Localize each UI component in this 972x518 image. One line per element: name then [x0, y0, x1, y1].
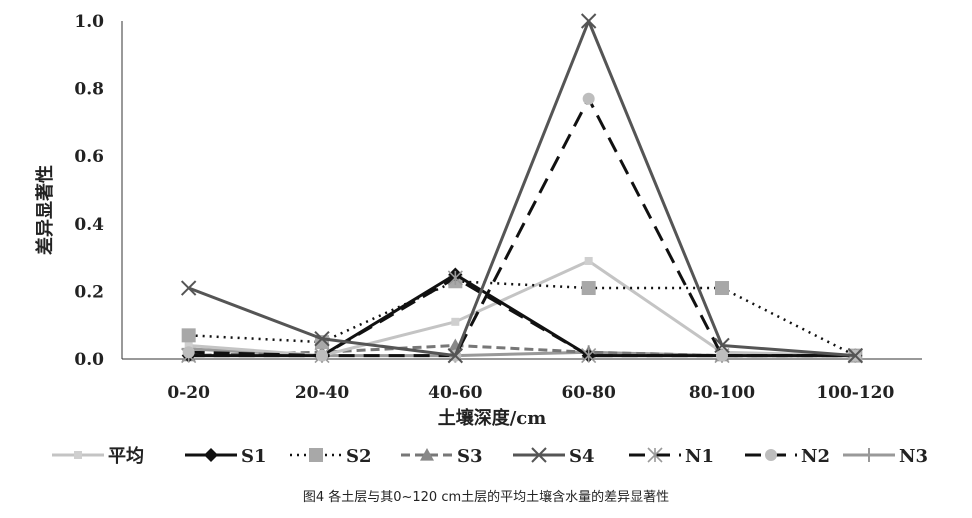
series-line: [188, 19, 856, 358]
legend-label: S2: [346, 446, 372, 467]
legend-label: N1: [685, 446, 714, 467]
legend-label: S4: [569, 446, 595, 467]
legend-item: 平均: [52, 445, 144, 467]
legend-label: S1: [241, 446, 267, 467]
data-point: [184, 341, 193, 350]
y-tick-label: 0.6: [74, 147, 104, 167]
data-point: [862, 448, 876, 462]
series-line: [188, 276, 856, 358]
data-point: [584, 256, 593, 265]
data-point-stroke: [314, 331, 330, 347]
data-point: [180, 280, 197, 296]
data-point: [74, 451, 82, 459]
legend-item: N2: [745, 446, 830, 467]
x-tick-label: 80-100: [689, 383, 755, 403]
legend-label: N2: [801, 446, 830, 467]
data-point: [647, 447, 663, 463]
figure-caption: 图4 各土层与其0~120 cm土层的平均土壤含水量的差异显著性: [302, 490, 670, 505]
data-point-stroke: [714, 337, 730, 354]
chart-axes: 0.0 0.2 0.4 0.6 0.8 1.0 0-20 20-40 40-60 60-80 80-…: [34, 12, 922, 429]
legend-label: 平均: [108, 445, 144, 467]
data-point: [580, 13, 597, 29]
series-line: [188, 259, 856, 358]
series-平均: [184, 256, 860, 360]
data-point: [181, 328, 196, 343]
data-point-stroke: [180, 280, 197, 296]
y-tick-label: 1.0: [74, 12, 104, 32]
legend-item: N1: [629, 446, 714, 467]
chart-series-layer: [180, 13, 864, 364]
y-tick-label: 0.8: [74, 80, 104, 100]
data-point: [582, 92, 595, 105]
chart-legend: 平均 S1 S2 S3 S4 N1 N2 N3: [52, 445, 928, 467]
data-point-stroke: [447, 347, 464, 364]
data-point-stroke: [847, 347, 864, 364]
series-line: [188, 97, 856, 358]
y-tick-label: 0.4: [74, 215, 104, 235]
legend-item: S4: [513, 446, 595, 467]
data-point: [715, 281, 729, 296]
data-point: [531, 447, 547, 463]
data-point: [309, 448, 323, 462]
series-S4: [180, 13, 864, 364]
x-axis-title: 土壤深度/cm: [438, 407, 547, 429]
x-tick-label: 20-40: [295, 383, 350, 403]
x-tick-label: 0-20: [167, 383, 210, 403]
legend-item: N3: [843, 446, 928, 467]
data-point: [314, 331, 330, 347]
x-tick-label: 60-80: [561, 383, 616, 403]
data-point: [204, 448, 218, 462]
y-axis-title: 差异显著性: [34, 165, 56, 255]
data-point-stroke: [580, 13, 597, 29]
data-point: [581, 281, 596, 296]
legend-item: S3: [401, 446, 483, 467]
x-tick-label: 40-60: [428, 383, 483, 403]
data-point: [765, 449, 777, 461]
data-point: [447, 270, 463, 286]
data-point: [316, 349, 328, 362]
legend-label: N3: [899, 446, 928, 467]
data-point: [581, 348, 597, 364]
y-tick-label: 0.2: [74, 282, 104, 302]
legend-label: S3: [457, 446, 483, 467]
data-point: [714, 337, 730, 354]
data-point: [716, 349, 728, 362]
legend-item: S2: [290, 446, 372, 467]
data-point: [182, 346, 195, 359]
data-point: [451, 317, 460, 326]
x-tick-label: 100-120: [816, 383, 894, 403]
series-N2: [182, 92, 862, 362]
y-tick-label: 0.0: [74, 350, 104, 370]
data-point: [847, 347, 864, 364]
data-point: [447, 347, 464, 364]
legend-item: S1: [185, 446, 267, 467]
data-point-stroke: [531, 447, 547, 463]
data-point: [420, 448, 434, 461]
